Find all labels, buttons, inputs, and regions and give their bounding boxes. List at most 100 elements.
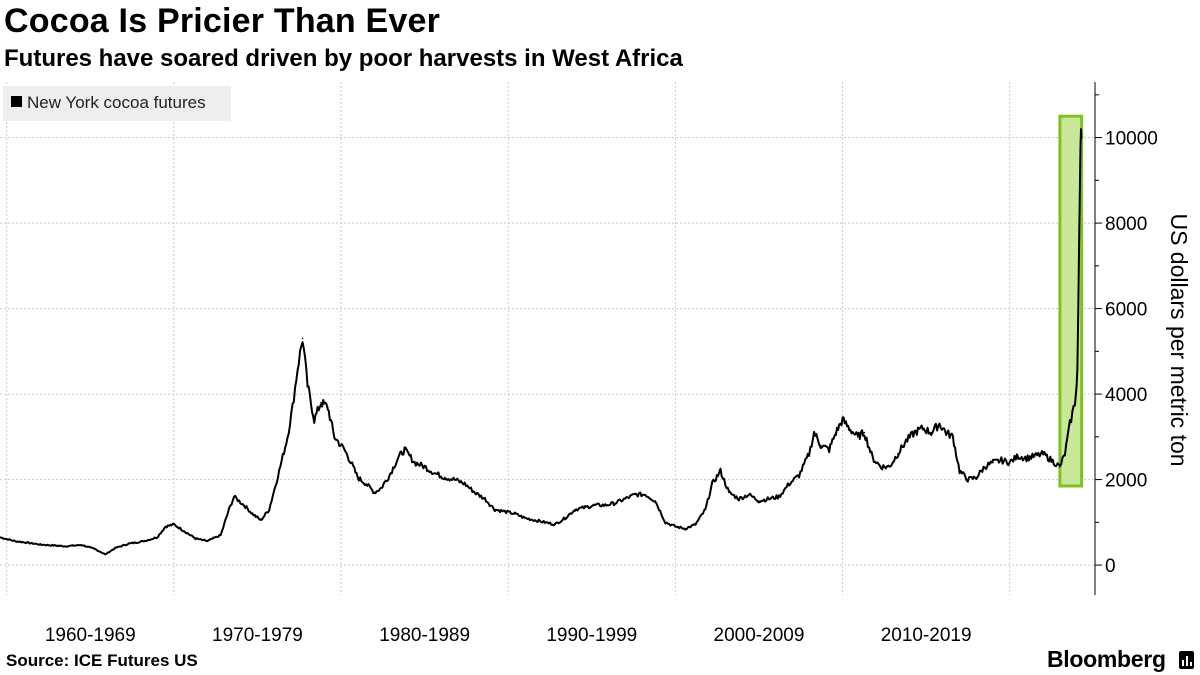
data-point — [888, 465, 891, 468]
data-point — [664, 521, 667, 524]
data-point — [1034, 455, 1036, 457]
data-point — [164, 525, 167, 528]
data-point — [1064, 453, 1066, 455]
data-point — [624, 498, 627, 500]
data-point — [654, 500, 657, 502]
chart-subtitle: Futures have soared driven by poor harve… — [4, 45, 683, 72]
data-point — [278, 470, 280, 472]
data-point — [614, 502, 617, 504]
data-point — [206, 540, 209, 542]
data-point — [1042, 453, 1044, 455]
data-point — [443, 476, 446, 479]
data-point — [728, 491, 730, 494]
data-point — [453, 478, 456, 481]
data-point — [634, 493, 637, 496]
data-point — [484, 498, 486, 500]
data-point — [350, 461, 352, 464]
data-point — [365, 483, 367, 485]
data-point — [343, 448, 346, 451]
data-point — [711, 483, 713, 485]
data-point — [326, 406, 329, 408]
data-point — [268, 508, 270, 511]
data-point — [544, 521, 546, 524]
data-point — [778, 495, 780, 498]
data-point — [39, 543, 41, 546]
data-point — [848, 427, 851, 430]
brand-logo: Bloomberg — [1047, 646, 1166, 672]
data-point — [584, 506, 586, 509]
data-point — [194, 537, 197, 540]
data-point — [142, 540, 145, 542]
data-point — [27, 542, 30, 544]
source-note: Source: ICE Futures US — [6, 651, 198, 670]
data-point — [813, 431, 815, 434]
data-point — [127, 542, 130, 545]
data-point — [952, 436, 954, 438]
data-point — [841, 418, 844, 421]
data-point — [738, 498, 740, 500]
axis-layer: 0 2000 4000 6000 8000 10000 1960-1969 1970-1979… — [45, 82, 1158, 646]
data-point — [433, 472, 436, 474]
legend: New York cocoa futures — [3, 86, 231, 121]
chart-title: Cocoa Is Pricier Than Ever — [4, 2, 441, 40]
y-tick-label: 10000 — [1105, 129, 1158, 150]
data-point — [983, 465, 986, 468]
data-point — [1000, 459, 1003, 462]
data-point — [504, 510, 506, 513]
legend-background — [3, 86, 231, 121]
x-tick-label: 1980-1989 — [379, 625, 470, 646]
data-point — [880, 465, 882, 468]
data-point — [1017, 455, 1019, 457]
data-point — [1080, 136, 1083, 139]
data-point — [183, 530, 185, 532]
data-point — [694, 523, 697, 526]
data-point — [930, 431, 932, 434]
data-point — [975, 476, 978, 479]
data-point — [748, 493, 750, 496]
legend-swatch — [11, 96, 22, 107]
data-point — [52, 544, 55, 547]
data-point — [1069, 423, 1071, 425]
data-point — [413, 461, 416, 464]
data-point — [306, 384, 309, 387]
x-tick-label: 2000-2009 — [714, 625, 805, 646]
data-point — [397, 457, 399, 460]
data-point — [104, 553, 107, 556]
y-tick-label: 4000 — [1105, 385, 1147, 406]
y-tick-label: 2000 — [1105, 471, 1147, 492]
data-point — [992, 461, 994, 464]
data-point — [1025, 457, 1028, 460]
data-point — [1079, 179, 1081, 182]
data-point — [674, 525, 677, 528]
data-point — [863, 431, 866, 434]
data-point — [719, 470, 722, 472]
data-point — [388, 474, 391, 477]
data-point — [1059, 465, 1061, 468]
data-point — [564, 517, 566, 519]
data-point — [768, 498, 770, 500]
data-point — [808, 453, 810, 455]
data-point — [1075, 384, 1078, 387]
data-point — [114, 547, 117, 549]
data-point — [333, 436, 336, 438]
data-point — [156, 536, 158, 539]
data-point — [81, 544, 83, 546]
data-point — [373, 491, 376, 494]
data-point — [64, 545, 66, 548]
data-point — [1078, 243, 1080, 246]
data-point — [644, 493, 647, 496]
data-point — [896, 453, 899, 455]
data-point — [423, 465, 426, 468]
legend-label: New York cocoa futures — [27, 93, 206, 112]
data-point — [1050, 459, 1053, 462]
data-point — [835, 431, 837, 434]
data-point — [967, 478, 969, 481]
data-point — [1077, 307, 1080, 310]
data-point — [463, 483, 466, 485]
data-point — [798, 474, 800, 477]
data-point — [403, 448, 406, 451]
data-point — [1008, 461, 1011, 464]
data-point — [296, 367, 299, 370]
data-point — [14, 540, 16, 542]
